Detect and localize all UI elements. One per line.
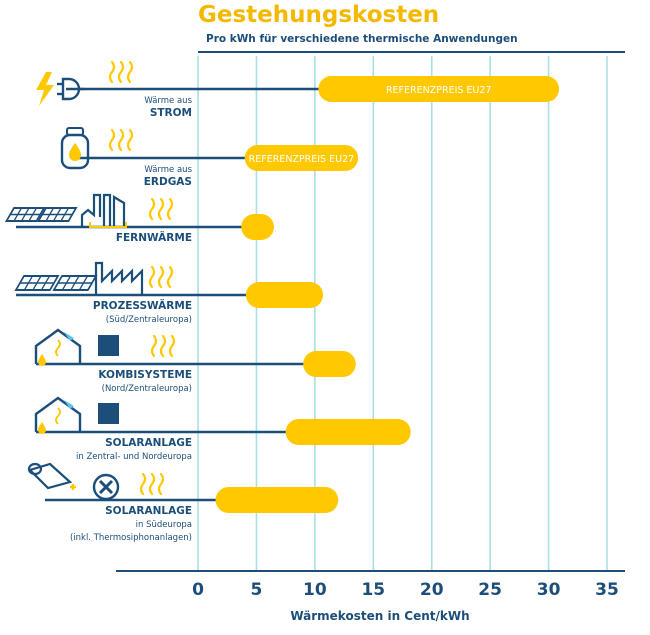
solar-panel-icon (52, 275, 98, 291)
category-label: in Südeuropa (136, 520, 192, 530)
house-collector-tank-icon (34, 396, 119, 434)
category-label: STROM (150, 107, 192, 119)
flame-drop-icon (69, 143, 81, 161)
heat-waves-icon (139, 472, 165, 496)
x-tick-label: 0 (192, 580, 204, 600)
storage-tank-icon (98, 403, 119, 424)
bar (245, 282, 324, 308)
x-axis-label: Wärmekosten in Cent/kWh (290, 609, 469, 623)
x-tick-label: 15 (361, 580, 385, 600)
thermosiphon-fan-icon (27, 462, 120, 501)
bar (215, 487, 339, 513)
category-label: (Süd/Zentraleuropa) (106, 315, 192, 325)
heat-waves-icon (148, 265, 174, 289)
x-tick-label: 35 (595, 580, 619, 600)
bar (244, 145, 359, 171)
collector-tube-icon (27, 462, 73, 490)
collector-icon (64, 332, 74, 341)
solar-factory-icon (14, 261, 144, 295)
category-label: FERNWÄRME (116, 230, 192, 244)
plus-icon (70, 484, 76, 490)
heat-waves-icon (108, 128, 134, 152)
x-axis: 0 5 10 15 20 25 30 35 Wärmekosten in Cent/kWh (116, 570, 625, 623)
house-icon (34, 396, 82, 432)
x-tick-label: 30 (537, 580, 561, 600)
chart-subtitle: Pro kWh für verschiedene thermische Anwe… (206, 33, 518, 45)
category-label: (inkl. Thermosiphonanlagen) (70, 533, 192, 543)
icon-layer (4, 60, 176, 501)
storage-tank-icon (98, 335, 119, 356)
heat-waves-icon (148, 197, 174, 221)
x-tick-label: 5 (251, 580, 263, 600)
factory-icon (94, 261, 144, 295)
category-label: PROZESSWÄRME (93, 298, 192, 312)
house-icon (34, 328, 82, 364)
gas-cylinder-icon (60, 127, 90, 170)
category-label: in Zentral- und Nordeuropa (76, 452, 192, 462)
category-label: SOLARANLAGE (105, 437, 192, 449)
chart-title: Gestehungskosten (198, 2, 440, 28)
solar-district-heating-icon (4, 193, 127, 228)
bar-layer: REFERENZPREIS EU27 REFERENZPREIS EU27 (215, 76, 560, 513)
category-label: SOLARANLAGE (105, 505, 192, 517)
bar (303, 351, 356, 377)
bar (285, 419, 411, 445)
x-tick-label: 10 (303, 580, 327, 600)
category-label: (Nord/Zentraleuropa) (102, 384, 192, 394)
category-label: ERDGAS (144, 176, 192, 188)
category-label: Wärme aus (144, 96, 192, 106)
lightning-icon (36, 72, 54, 106)
bar (241, 214, 274, 240)
heat-waves-icon (108, 60, 134, 84)
grid-layer (197, 51, 625, 572)
category-label: KOMBISYSTEME (98, 369, 192, 381)
plug-icon (61, 77, 81, 101)
buildings-icon (80, 193, 126, 227)
x-tick-label: 25 (478, 580, 502, 600)
bar (318, 76, 560, 102)
heat-waves-icon (150, 334, 176, 358)
x-tick-label: 20 (420, 580, 444, 600)
solar-panel-icon (36, 207, 78, 222)
collector-icon (64, 400, 74, 409)
bar-label: REFERENZPREIS EU27 (249, 154, 355, 165)
house-collector-tank-icon (34, 328, 119, 366)
category-label: Wärme aus (144, 165, 192, 175)
connector-lines (16, 87, 323, 502)
solar-panel-icon (14, 275, 60, 291)
lightning-plug-icon (36, 72, 85, 106)
bar-label: REFERENZPREIS EU27 (386, 85, 492, 96)
solar-panel-icon (4, 207, 46, 222)
fan-icon (92, 473, 120, 501)
